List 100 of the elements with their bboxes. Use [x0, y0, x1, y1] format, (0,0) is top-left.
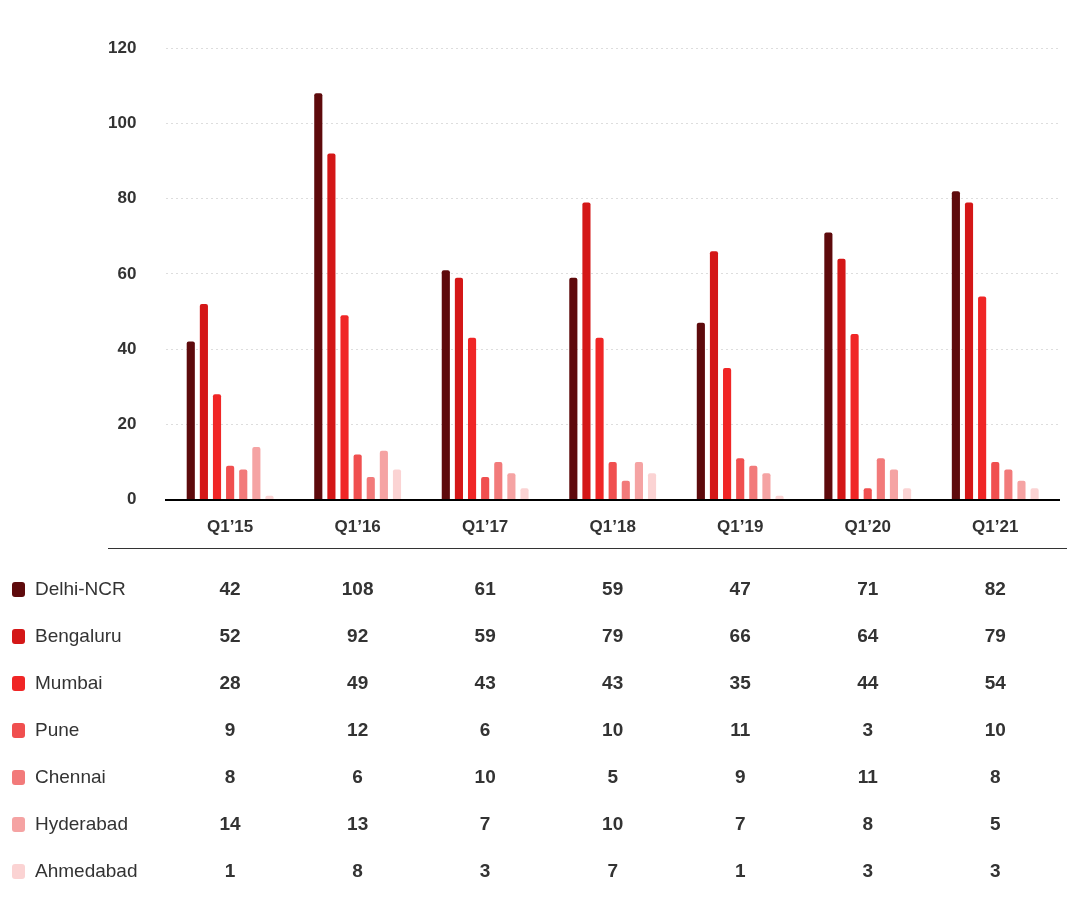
data-label: 82: [983, 577, 1007, 601]
y-tick-label: 80: [117, 188, 137, 208]
data-label: 7: [478, 812, 492, 836]
bar: [1017, 480, 1026, 500]
bar: [199, 303, 208, 500]
bar: [696, 322, 705, 500]
legend-label: Delhi-NCR: [35, 578, 126, 600]
data-label: 10: [473, 765, 497, 789]
legend-label: Mumbai: [35, 672, 103, 694]
data-label: 3: [988, 859, 1002, 883]
data-label: 1: [223, 859, 237, 883]
data-label: 1: [733, 859, 747, 883]
bar: [481, 477, 490, 500]
legend-label: Pune: [35, 719, 80, 741]
legend-label: Hyderabad: [35, 813, 128, 835]
data-label: 5: [988, 812, 1002, 836]
data-label: 8: [351, 859, 364, 883]
bar: [1030, 488, 1039, 500]
bar: [608, 461, 617, 500]
data-label: 42: [218, 577, 242, 601]
data-label: 47: [728, 577, 752, 601]
bar: [186, 341, 195, 500]
bar: [441, 270, 450, 500]
bar: [978, 296, 987, 500]
data-label: 3: [861, 718, 874, 742]
bar: [392, 469, 402, 500]
data-label: 108: [340, 577, 375, 601]
bar: [762, 473, 771, 500]
data-label: 92: [346, 624, 370, 648]
bar: [876, 458, 885, 500]
bar: [863, 488, 872, 500]
data-label: 43: [601, 671, 625, 695]
y-tick-label: 120: [107, 37, 137, 57]
data-label: 9: [733, 765, 747, 789]
x-tick-label: Q1’19: [717, 517, 764, 537]
bar: [507, 473, 516, 500]
data-label: 14: [218, 812, 242, 836]
bar: [252, 446, 261, 500]
x-tick-label: Q1’21: [972, 517, 1019, 537]
data-label: 7: [606, 859, 619, 883]
bar: [824, 232, 833, 500]
bar: [454, 277, 463, 500]
data-label: 59: [601, 577, 625, 601]
bar: [212, 394, 222, 500]
legend-label: Ahmedabad: [35, 860, 138, 882]
data-label: 13: [346, 812, 370, 836]
bar: [749, 465, 758, 500]
y-tick-label: 20: [117, 414, 137, 434]
y-tick-label: 60: [117, 263, 137, 283]
data-label: 79: [983, 624, 1007, 648]
data-label: 3: [861, 859, 874, 883]
data-label: 8: [223, 765, 237, 789]
bar: [634, 461, 643, 500]
x-tick-label: Q1’16: [334, 517, 381, 537]
bar: [723, 367, 732, 500]
data-label: 10: [983, 718, 1007, 742]
data-label: 64: [856, 624, 880, 648]
data-label: 52: [218, 624, 242, 648]
bar: [709, 251, 719, 500]
x-tick-label: Q1’17: [462, 517, 509, 537]
bar: [314, 93, 323, 500]
bar: [353, 454, 362, 500]
legend-label: Chennai: [35, 766, 106, 788]
bar: [850, 334, 859, 500]
data-label: 12: [346, 718, 370, 742]
bar: [569, 277, 578, 500]
bar: [621, 480, 630, 500]
bar: [494, 461, 503, 500]
data-label: 61: [473, 577, 497, 601]
bar: [520, 488, 529, 500]
data-label: 59: [473, 624, 497, 648]
bar: [889, 469, 899, 500]
bar: [340, 315, 349, 500]
bar: [903, 488, 912, 500]
data-label: 71: [856, 577, 880, 601]
data-label: 79: [601, 624, 625, 648]
y-tick-label: 40: [117, 338, 137, 358]
x-tick-label: Q1’20: [844, 517, 891, 537]
data-label: 8: [988, 765, 1002, 789]
bar: [1004, 469, 1013, 500]
bar: [582, 202, 591, 500]
data-label: 44: [856, 671, 880, 695]
bar: [366, 477, 375, 500]
data-label: 8: [861, 812, 874, 836]
y-tick-label: 100: [107, 113, 137, 133]
bar: [736, 458, 745, 500]
data-label: 5: [606, 765, 619, 789]
data-label: 54: [983, 671, 1007, 695]
data-label: 6: [351, 765, 364, 789]
data-label: 66: [728, 624, 752, 648]
data-label: 6: [478, 718, 492, 742]
bar: [647, 473, 657, 500]
legend-label: Bengaluru: [35, 625, 122, 647]
data-label: 43: [473, 671, 497, 695]
bar: [964, 202, 974, 500]
bar: [951, 191, 960, 500]
bar: [595, 337, 604, 500]
bar: [379, 450, 388, 500]
data-label: 3: [478, 859, 492, 883]
bar: [226, 465, 235, 500]
